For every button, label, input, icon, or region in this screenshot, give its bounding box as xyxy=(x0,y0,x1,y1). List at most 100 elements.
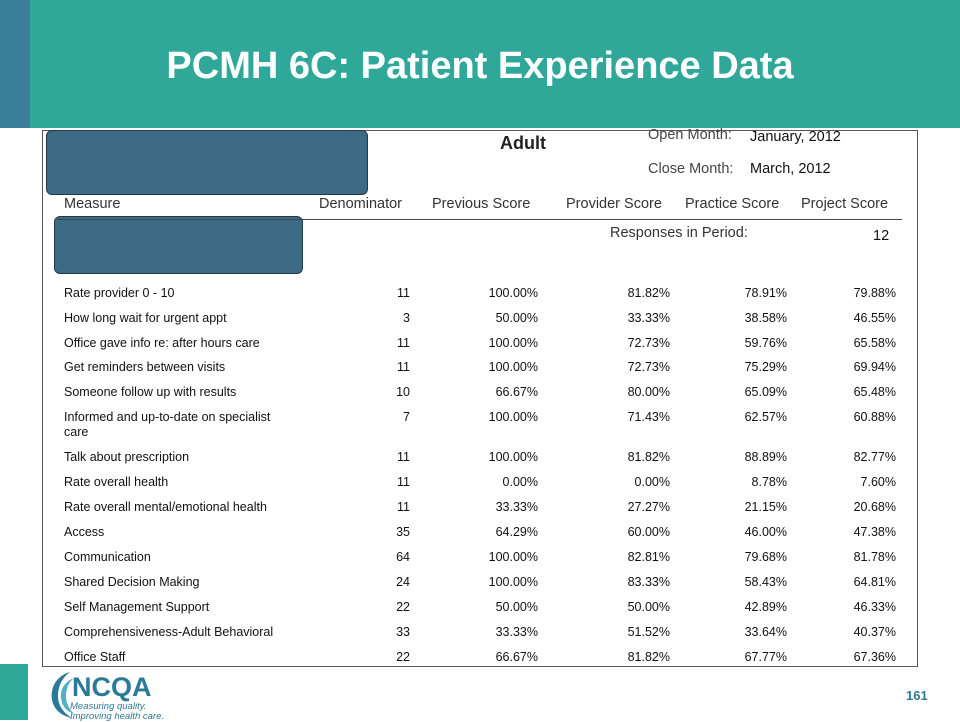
redaction-box xyxy=(46,130,368,195)
cell-provider-score: 80.00% xyxy=(627,385,670,399)
cell-previous-score: 33.33% xyxy=(495,500,538,514)
cell-provider-score: 72.73% xyxy=(627,336,670,350)
cell-practice-score: 79.68% xyxy=(744,550,787,564)
cell-practice-score: 67.77% xyxy=(744,650,787,664)
redaction-box xyxy=(54,216,303,274)
cell-previous-score: 33.33% xyxy=(495,625,538,639)
close-month-label: Close Month: xyxy=(648,161,734,177)
cell-project-score: 69.94% xyxy=(853,360,896,374)
cell-denominator: 3 xyxy=(403,311,410,325)
cell-practice-score: 38.58% xyxy=(744,311,787,325)
cell-provider-score: 72.73% xyxy=(627,360,670,374)
cell-project-score: 7.60% xyxy=(860,475,896,489)
ncqa-logo: NCQA Measuring quality. Improving health… xyxy=(48,668,188,722)
cell-practice-score: 8.78% xyxy=(751,475,787,489)
cell-denominator: 35 xyxy=(396,525,410,539)
open-month-label: Open Month: xyxy=(648,127,732,143)
cell-provider-score: 83.33% xyxy=(627,575,670,589)
cell-denominator: 24 xyxy=(396,575,410,589)
cell-project-score: 46.33% xyxy=(853,600,896,614)
cell-measure: Get reminders between visits xyxy=(64,360,226,374)
cell-provider-score: 81.82% xyxy=(627,650,670,664)
cell-project-score: 47.38% xyxy=(853,525,896,539)
logo-swoosh-icon xyxy=(51,672,74,718)
cell-previous-score: 0.00% xyxy=(502,475,538,489)
cell-provider-score: 82.81% xyxy=(627,550,670,564)
cell-denominator: 11 xyxy=(397,475,410,489)
cell-denominator: 11 xyxy=(397,286,410,300)
logo-tagline: Measuring quality. xyxy=(70,701,147,712)
cell-provider-score: 51.52% xyxy=(627,625,670,639)
cell-practice-score: 42.89% xyxy=(744,600,787,614)
cell-denominator: 11 xyxy=(397,450,410,464)
header-divider xyxy=(57,219,902,220)
cell-measure: Rate overall health xyxy=(64,475,169,489)
cell-denominator: 11 xyxy=(397,336,410,350)
slide-header xyxy=(0,0,960,128)
cell-practice-score: 59.76% xyxy=(744,336,787,350)
cell-project-score: 81.78% xyxy=(853,550,896,564)
cell-measure: Communication xyxy=(64,550,151,564)
cell-measure: Talk about prescription xyxy=(64,450,190,464)
cell-provider-score: 71.43% xyxy=(627,410,670,424)
cell-previous-score: 100.00% xyxy=(488,575,538,589)
cell-provider-score: 27.27% xyxy=(627,500,670,514)
cell-project-score: 82.77% xyxy=(853,450,896,464)
column-header-provider-score: Provider Score xyxy=(566,196,662,212)
cell-practice-score: 65.09% xyxy=(744,385,787,399)
column-header-denominator: Denominator xyxy=(319,196,403,212)
column-header-project-score: Project Score xyxy=(801,196,889,212)
cell-measure: Rate overall mental/emotional health xyxy=(64,500,267,514)
cell-previous-score: 100.00% xyxy=(488,360,538,374)
cell-measure: Office Staff xyxy=(64,650,126,664)
cell-measure: Self Management Support xyxy=(64,600,210,614)
cell-practice-score: 75.29% xyxy=(744,360,787,374)
cell-denominator: 33 xyxy=(396,625,410,639)
cell-denominator: 7 xyxy=(403,410,410,424)
cell-previous-score: 100.00% xyxy=(488,450,538,464)
cell-measure: Office gave info re: after hours care xyxy=(64,336,260,350)
cell-practice-score: 33.64% xyxy=(744,625,787,639)
cell-practice-score: 88.89% xyxy=(744,450,787,464)
cell-previous-score: 100.00% xyxy=(488,550,538,564)
cell-denominator: 64 xyxy=(396,550,410,564)
cell-measure: Shared Decision Making xyxy=(64,575,200,589)
cell-provider-score: 81.82% xyxy=(627,450,670,464)
cell-provider-score: 0.00% xyxy=(634,475,670,489)
cell-project-score: 46.55% xyxy=(853,311,896,325)
header-accent-bar xyxy=(0,0,30,128)
page-number: 161 xyxy=(906,688,928,703)
logo-tagline: Improving health care. xyxy=(70,711,164,722)
cell-project-score: 79.88% xyxy=(853,286,896,300)
open-month-value: January, 2012 xyxy=(750,129,841,145)
cell-practice-score: 78.91% xyxy=(744,286,787,300)
cell-previous-score: 50.00% xyxy=(495,600,538,614)
cell-project-score: 40.37% xyxy=(853,625,896,639)
cell-measure: How long wait for urgent appt xyxy=(64,311,227,325)
cell-previous-score: 66.67% xyxy=(495,385,538,399)
cell-practice-score: 46.00% xyxy=(744,525,787,539)
cell-denominator: 11 xyxy=(397,360,410,374)
cell-previous-score: 100.00% xyxy=(488,410,538,424)
cell-denominator: 22 xyxy=(396,650,410,664)
cell-denominator: 11 xyxy=(397,500,410,514)
cell-provider-score: 33.33% xyxy=(627,311,670,325)
cell-previous-score: 66.67% xyxy=(495,650,538,664)
report-title: Adult xyxy=(500,133,546,153)
responses-label: Responses in Period: xyxy=(610,225,748,241)
column-header-practice-score: Practice Score xyxy=(685,196,780,212)
cell-project-score: 65.58% xyxy=(853,336,896,350)
cell-project-score: 60.88% xyxy=(853,410,896,424)
cell-project-score: 20.68% xyxy=(853,500,896,514)
cell-provider-score: 50.00% xyxy=(627,600,670,614)
cell-project-score: 64.81% xyxy=(853,575,896,589)
logo-wordmark: NCQA xyxy=(72,672,152,702)
cell-practice-score: 58.43% xyxy=(744,575,787,589)
footer-accent-bar xyxy=(0,664,28,720)
cell-measure: Someone follow up with results xyxy=(64,385,237,399)
responses-value: 12 xyxy=(873,228,890,244)
cell-denominator: 10 xyxy=(396,385,410,399)
cell-previous-score: 50.00% xyxy=(495,311,538,325)
cell-measure: Informed and up-to-date on specialist ca… xyxy=(64,410,271,439)
cell-project-score: 65.48% xyxy=(853,385,896,399)
